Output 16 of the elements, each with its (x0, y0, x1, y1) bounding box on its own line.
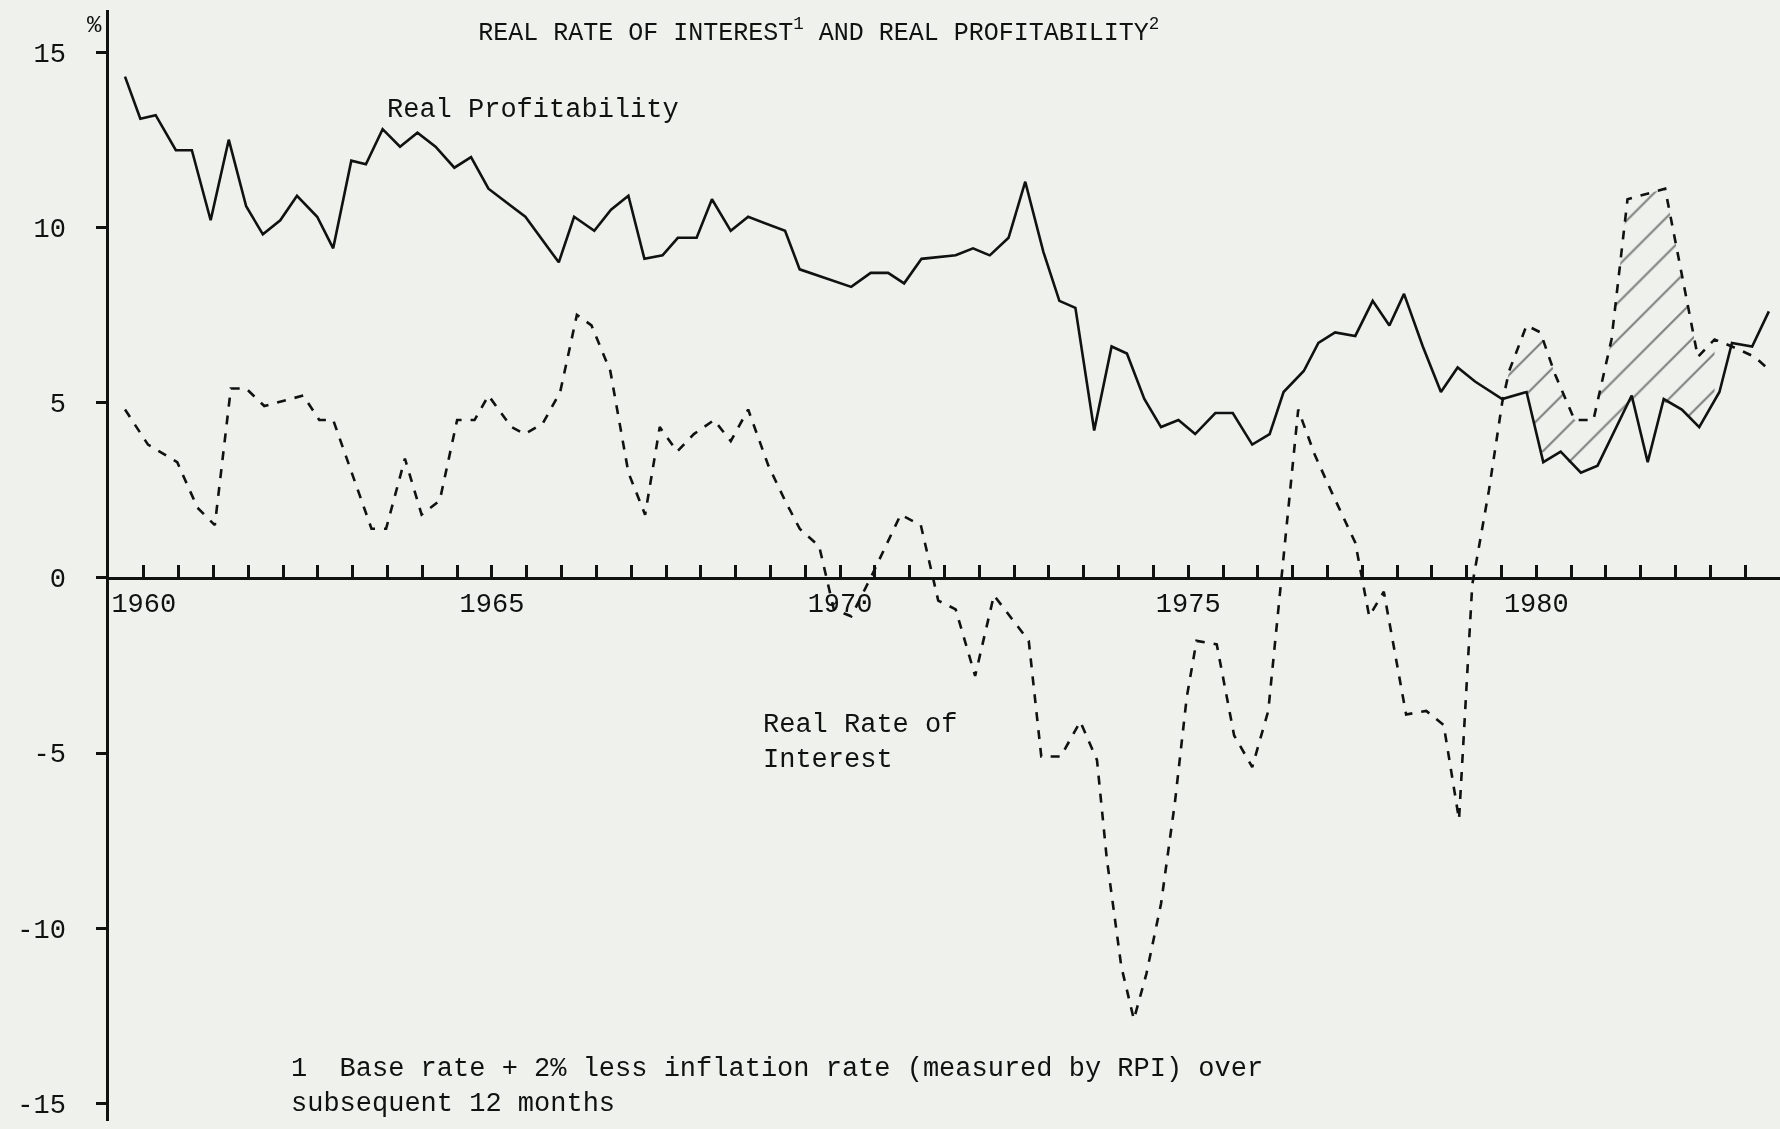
y-tick-label: -15 (17, 1090, 66, 1121)
y-tick-label: 10 (33, 214, 66, 245)
x-tick-label: 1980 (1503, 590, 1569, 621)
y-tick-label: 5 (49, 389, 66, 420)
y-tick-label: -10 (17, 915, 66, 946)
x-tick-label: 1965 (459, 590, 525, 621)
x-tick-label: 1975 (1155, 590, 1221, 621)
series-label: Real Rate of Interest (763, 710, 958, 776)
chart-title: REAL RATE OF INTEREST$^{1}$ AND REAL PROFITABILITY$^{2}$ (478, 14, 1160, 48)
series-label: Real Profitability (387, 95, 679, 125)
x-tick-label: 1960 (111, 590, 177, 621)
annotation: 1 Base rate + 2% less inflation rate (measured by RPI) over subsequent 12 months (291, 1054, 1264, 1120)
y-tick-label: 0 (49, 565, 66, 596)
y-tick-label: 15 (33, 39, 66, 70)
y-tick-label: -5 (33, 740, 66, 771)
y-axis-title: % (87, 12, 102, 39)
